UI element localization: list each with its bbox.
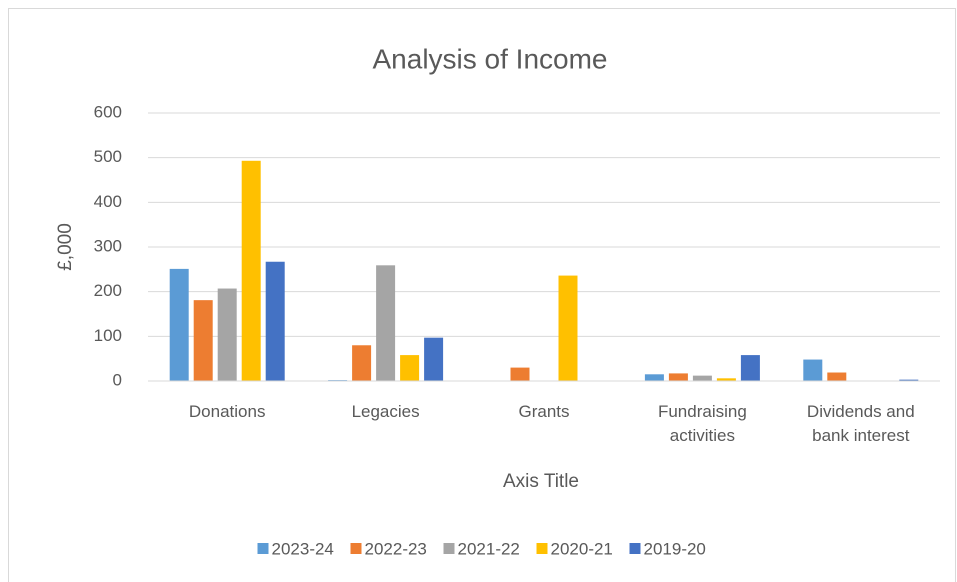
legend-label: 2023-24 [272,539,334,558]
bar [668,373,688,381]
bar [899,379,919,381]
x-tick-label: Legacies [351,402,420,421]
bar [803,359,823,381]
bar [510,367,530,381]
chart-title: Analysis of Income [373,43,608,74]
bar [265,261,285,381]
legend-label: 2022-23 [365,539,427,558]
x-axis-title: Axis Title [503,471,579,492]
legend-label: 2020-21 [551,539,613,558]
bar [644,374,664,381]
chart-frame [8,8,956,582]
bar [217,288,237,381]
bar [827,372,847,381]
y-tick-label: 400 [94,192,122,211]
x-tick-label: Grants [518,402,570,421]
bar [716,378,736,381]
legend-swatch [350,543,362,554]
y-tick-label: 100 [94,326,122,345]
bar [424,337,444,381]
bar [740,355,760,381]
bar [558,275,578,381]
bar [193,300,213,381]
y-tick-label: 0 [113,370,122,389]
bar [400,355,420,381]
legend-label: 2021-22 [458,539,520,558]
legend-label: 2019-20 [644,539,706,558]
bar [692,375,712,381]
bar [241,160,261,381]
legend-swatch [629,543,641,554]
y-tick-label: 600 [94,102,122,121]
y-tick-label: 500 [94,147,122,166]
legend-swatch [257,543,269,554]
legend-swatch [536,543,548,554]
legend-swatch [443,543,455,554]
y-axis-title: £,000 [55,223,76,271]
x-tick-label: Dividends and bank interest [806,402,915,445]
y-tick-label: 200 [94,281,122,300]
bar [352,345,372,381]
x-tick-label: Fundraising activities [657,402,747,445]
bar [376,265,396,381]
x-tick-label: Donations [188,402,266,421]
y-tick-label: 300 [94,236,122,255]
bar [169,268,189,381]
